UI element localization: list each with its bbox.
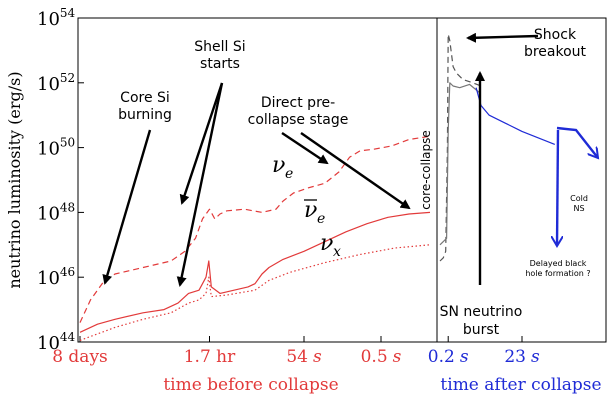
annotation-line: hole formation ? xyxy=(525,269,590,278)
annotation-line: burning xyxy=(118,107,172,123)
annotation-line: breakout xyxy=(524,44,587,60)
plot-frame xyxy=(77,17,607,343)
svg-text:ν: ν xyxy=(304,198,317,223)
annotation-delayed-bh: Delayed black hole formation ? xyxy=(525,259,590,278)
arrow-shell-si-2 xyxy=(176,82,224,287)
series-line-4 xyxy=(439,82,480,246)
svg-text:e: e xyxy=(317,211,325,227)
x-tick-label: 0.5 s xyxy=(361,347,402,367)
series-line-3 xyxy=(439,33,482,262)
annotation-line: Delayed black xyxy=(530,259,587,268)
svg-text:ν: ν xyxy=(272,153,285,178)
annotation-line: collapse stage xyxy=(248,112,349,128)
core-collapse-label: core-collapse xyxy=(419,130,433,210)
arrow-pre-collapse-2 xyxy=(300,132,411,210)
svg-text:e: e xyxy=(285,166,293,182)
x-tick-label: 8 days xyxy=(52,347,108,367)
y-tick-label: 1046 xyxy=(37,265,75,289)
series-line-1 xyxy=(79,211,431,333)
annotation-shock-breakout: Shock breakout xyxy=(524,27,587,60)
annotation-line: Core Si xyxy=(120,90,170,106)
x-tick-label: 0.2 s xyxy=(428,347,469,367)
y-ticks: 1044 1046 1048 1050 1052 1054 xyxy=(37,6,84,354)
annotation-line: burst xyxy=(463,322,500,338)
annotation-core-si: Core Si burning xyxy=(118,90,172,123)
annotation-line: Cold xyxy=(570,194,588,203)
arrow-delayed-bh xyxy=(557,129,558,246)
x-tick-label: 1.7 hr xyxy=(184,347,236,367)
y-tick-label: 1054 xyxy=(37,6,76,30)
y-tick-label: 1044 xyxy=(37,330,76,354)
svg-text:x: x xyxy=(333,244,341,260)
annotation-line: starts xyxy=(200,56,240,72)
svg-text:ν: ν xyxy=(320,231,333,256)
series-line-0 xyxy=(79,135,431,323)
x-tick-label: 54 s xyxy=(286,347,322,367)
series-label-nu-e-bar: ν e xyxy=(304,198,325,227)
y-tick-label: 1048 xyxy=(37,200,75,224)
series-line-5 xyxy=(475,87,556,145)
annotation-line: Shock xyxy=(534,27,577,43)
y-tick-label: 1050 xyxy=(37,136,75,160)
series-layer xyxy=(79,33,556,341)
series-label-nu-x: ν x xyxy=(320,231,341,260)
y-tick-label: 1052 xyxy=(37,71,75,95)
x-axis-label-before: time before collapse xyxy=(163,375,338,395)
annotation-sn-burst: SN neutrino burst xyxy=(440,304,523,338)
y-axis-label: neutrino luminosity (erg/s) xyxy=(5,71,24,288)
x-ticks: 8 days 1.7 hr 54 s 0.5 s 0.2 s 23 s xyxy=(52,336,540,367)
series-line-2 xyxy=(79,244,431,341)
arrow-shell-si-1 xyxy=(179,82,224,205)
series-label-nu-e: ν e xyxy=(272,153,293,182)
arrow-cold-ns xyxy=(556,126,598,158)
annotation-pre-collapse: Direct pre-collapse stage xyxy=(248,95,349,128)
arrow-core-si xyxy=(102,129,152,285)
arrow-shock-breakout xyxy=(466,32,539,43)
x-tick-label: 23 s xyxy=(504,347,540,367)
x-axis-label-after: time after collapse xyxy=(440,375,601,395)
annotation-line: Direct pre- xyxy=(261,95,335,111)
annotation-cold-ns: Cold NS xyxy=(570,194,588,213)
annotation-line: NS xyxy=(573,204,584,213)
arrow-pre-collapse-1 xyxy=(281,132,329,165)
annotation-line: Shell Si xyxy=(194,39,245,55)
annotation-line: SN neutrino xyxy=(440,304,523,320)
annotation-shell-si: Shell Si starts xyxy=(194,39,245,72)
